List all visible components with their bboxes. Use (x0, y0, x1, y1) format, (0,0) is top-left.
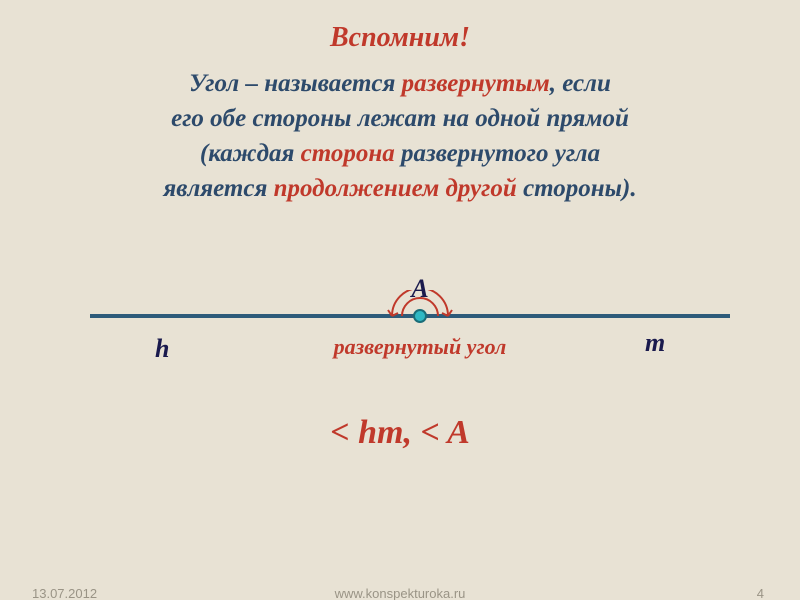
vertex-point (413, 309, 427, 323)
slide-title: Вспомним! (0, 0, 800, 54)
footer-date: 13.07.2012 (32, 586, 97, 600)
footer-page: 4 (757, 586, 764, 600)
ray-left-label: h (155, 334, 169, 364)
angle-caption: развернутый угол (334, 334, 507, 360)
slide: Вспомним! Угол – называется развернутым,… (0, 0, 800, 600)
vertex-label: A (411, 274, 428, 304)
angle-notation: < hm, < A (0, 414, 800, 452)
angle-diagram: A h m развернутый угол (0, 236, 800, 406)
ray-right-label: m (645, 328, 665, 358)
footer-site: www.konspekturoka.ru (335, 586, 466, 600)
definition-text: Угол – называется развернутым, еслиего о… (0, 66, 800, 206)
